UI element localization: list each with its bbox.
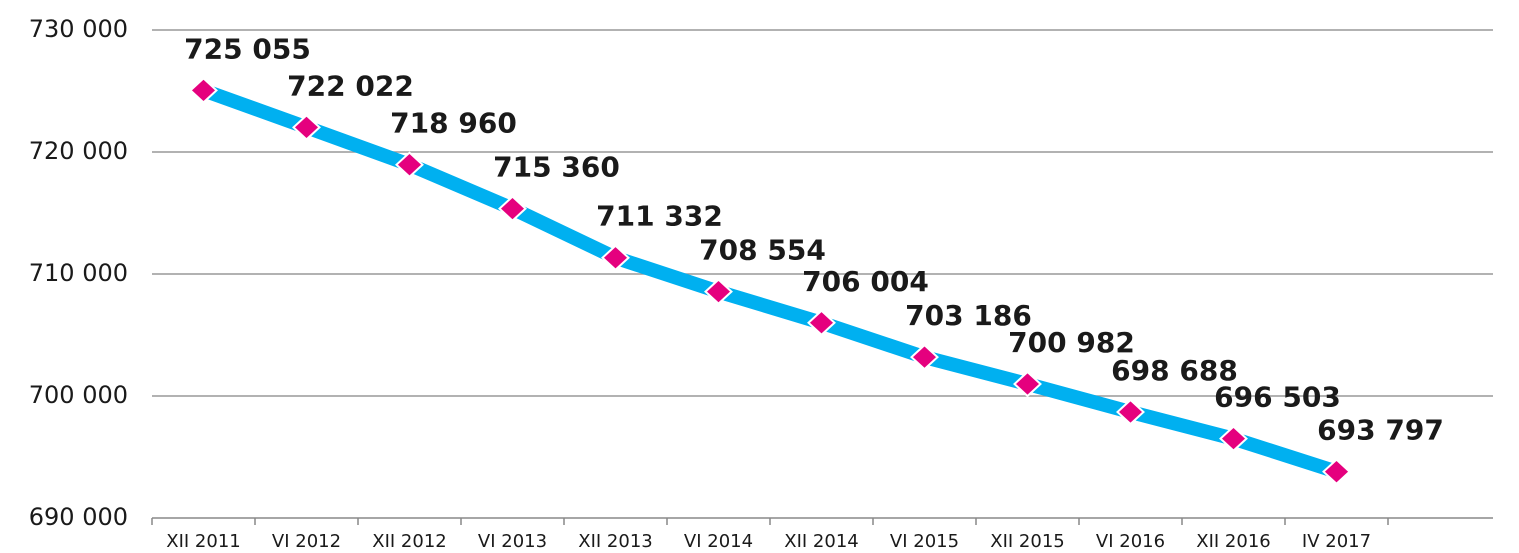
x-tick-label: VI 2012 xyxy=(272,531,341,552)
marker xyxy=(807,309,836,337)
marker xyxy=(1322,458,1351,486)
marker xyxy=(395,151,424,179)
data-label: 696 503 xyxy=(1214,381,1341,414)
marker xyxy=(1116,398,1145,426)
data-label: 698 688 xyxy=(1111,354,1238,387)
y-tick-label: 720 000 xyxy=(29,137,128,165)
x-tick-label: VI 2015 xyxy=(890,531,959,552)
x-tick-label: VI 2016 xyxy=(1096,531,1165,552)
data-label: 700 982 xyxy=(1008,326,1135,359)
data-label: 725 055 xyxy=(184,32,311,65)
marker xyxy=(1013,370,1042,398)
x-tick-label: XII 2016 xyxy=(1196,531,1270,552)
data-label: 706 004 xyxy=(802,265,929,298)
marker xyxy=(704,278,733,306)
x-tick-label: XII 2011 xyxy=(166,531,240,552)
y-tick-label: 710 000 xyxy=(29,259,128,287)
x-tick-label: XII 2015 xyxy=(990,531,1064,552)
y-tick-label: 690 000 xyxy=(29,503,128,531)
y-tick-label: 700 000 xyxy=(29,381,128,409)
x-tick-label: XII 2012 xyxy=(372,531,446,552)
marker xyxy=(601,244,630,272)
data-label: 693 797 xyxy=(1317,414,1444,447)
data-label: 711 332 xyxy=(596,200,723,233)
marker xyxy=(1219,425,1248,453)
y-tick-label: 730 000 xyxy=(29,15,128,43)
data-label: 715 360 xyxy=(493,151,620,184)
data-label: 703 186 xyxy=(905,299,1032,332)
series-line xyxy=(196,83,1344,479)
data-label: 722 022 xyxy=(287,69,414,102)
data-label: 708 554 xyxy=(699,234,826,267)
data-label: 718 960 xyxy=(390,107,517,140)
x-tick-label: XII 2013 xyxy=(578,531,652,552)
x-tick-label: VI 2014 xyxy=(684,531,753,552)
marker xyxy=(498,195,527,222)
x-tick-label: XII 2014 xyxy=(784,531,858,552)
x-tick-label: VI 2013 xyxy=(478,531,547,552)
marker xyxy=(292,113,321,141)
x-tick-label: IV 2017 xyxy=(1302,531,1371,552)
marker xyxy=(189,76,218,104)
marker xyxy=(910,343,939,371)
